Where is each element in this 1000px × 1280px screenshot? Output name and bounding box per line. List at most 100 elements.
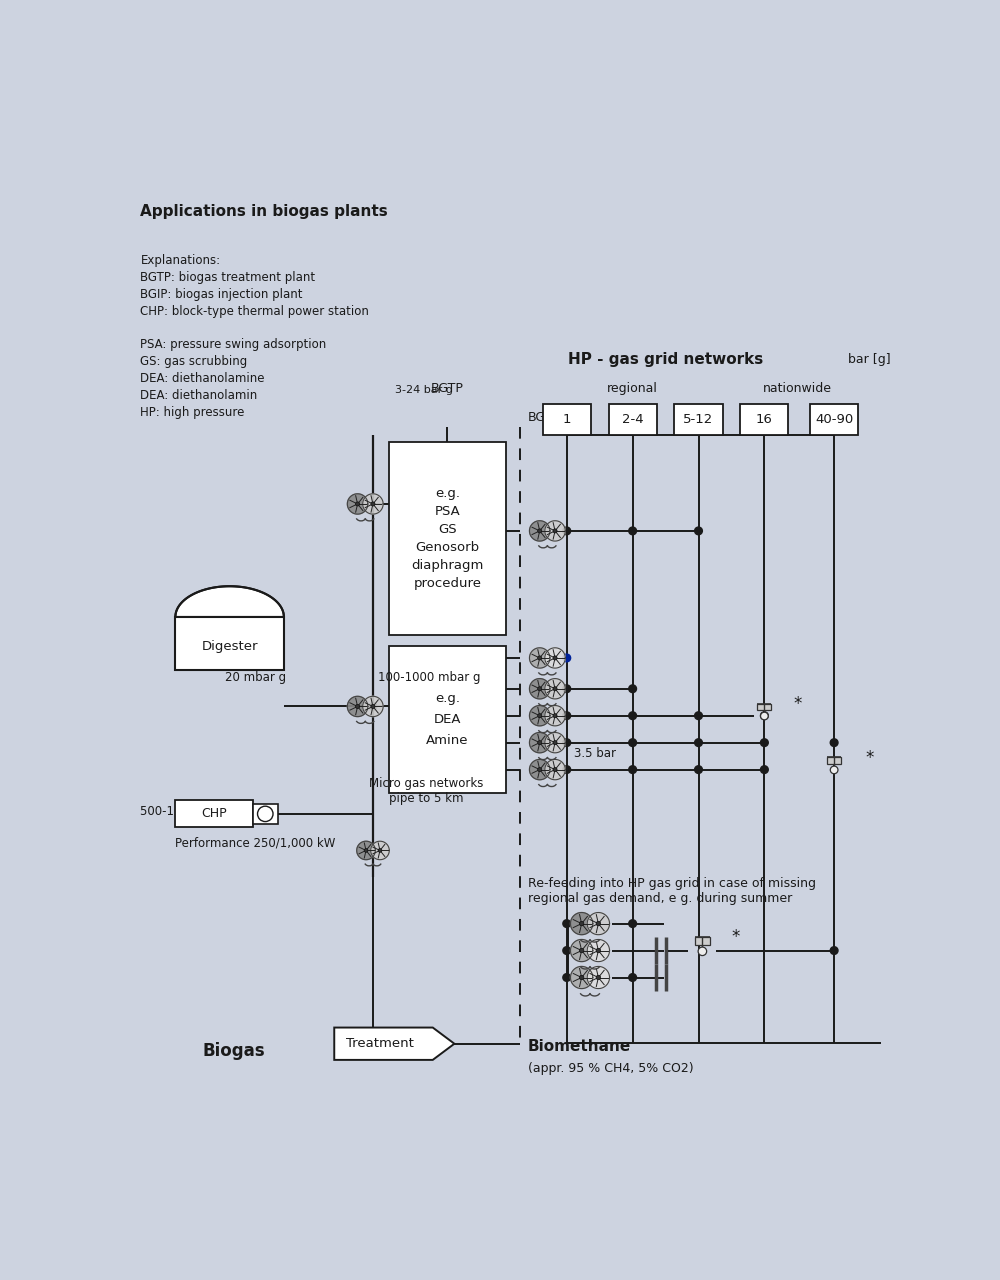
Text: BGTP: BGTP — [431, 381, 464, 394]
Polygon shape — [587, 966, 610, 988]
Polygon shape — [363, 696, 383, 717]
Polygon shape — [347, 696, 368, 717]
Text: Digester: Digester — [201, 640, 258, 653]
Polygon shape — [570, 940, 593, 961]
Text: CHP: block-type thermal power station: CHP: block-type thermal power station — [140, 305, 369, 317]
Polygon shape — [529, 705, 550, 726]
Text: Performance 250/1,000 kW: Performance 250/1,000 kW — [175, 837, 336, 850]
Circle shape — [695, 739, 702, 746]
Circle shape — [629, 685, 637, 692]
Text: DEA: diethanolamin: DEA: diethanolamin — [140, 389, 258, 402]
Text: PSA: pressure swing adsorption: PSA: pressure swing adsorption — [140, 338, 327, 352]
Text: 100-1000 mbar g: 100-1000 mbar g — [378, 671, 480, 684]
Circle shape — [553, 714, 557, 718]
Circle shape — [563, 974, 571, 982]
Circle shape — [579, 922, 584, 925]
Polygon shape — [545, 732, 565, 753]
Text: BGTP: biogas treatment plant: BGTP: biogas treatment plant — [140, 270, 316, 284]
Circle shape — [378, 849, 382, 852]
Text: 20 mbar g: 20 mbar g — [225, 671, 286, 684]
Circle shape — [596, 975, 601, 979]
Circle shape — [629, 712, 637, 719]
Text: BGIP: BGIP — [528, 411, 557, 424]
Circle shape — [369, 703, 377, 710]
Circle shape — [563, 920, 571, 928]
Circle shape — [761, 739, 768, 746]
Bar — [543, 404, 591, 435]
Polygon shape — [570, 966, 593, 988]
Circle shape — [629, 739, 637, 746]
Circle shape — [538, 529, 542, 532]
Circle shape — [563, 654, 571, 662]
Text: 500-1000 mbar g —: 500-1000 mbar g — — [140, 805, 258, 818]
Circle shape — [830, 739, 838, 746]
Bar — [253, 804, 278, 823]
Bar — [175, 800, 253, 827]
Text: regional: regional — [607, 381, 658, 396]
Bar — [609, 404, 657, 435]
Text: e.g.
DEA
Amine: e.g. DEA Amine — [426, 692, 469, 748]
Polygon shape — [545, 678, 565, 699]
Text: *: * — [732, 928, 740, 946]
Bar — [827, 758, 841, 764]
Text: Re-feeding into HP gas grid in case of missing
regional gas demand, e g. during : Re-feeding into HP gas grid in case of m… — [528, 877, 816, 905]
Circle shape — [695, 765, 702, 773]
Polygon shape — [175, 586, 284, 617]
Text: BGIP: biogas injection plant: BGIP: biogas injection plant — [140, 288, 303, 301]
Circle shape — [538, 686, 542, 691]
Circle shape — [629, 527, 637, 535]
Text: nationwide: nationwide — [763, 381, 832, 396]
Circle shape — [538, 768, 542, 772]
Text: DEA: diethanolamine: DEA: diethanolamine — [140, 372, 265, 385]
Circle shape — [695, 527, 702, 535]
Bar — [810, 404, 858, 435]
Circle shape — [695, 712, 702, 719]
Polygon shape — [529, 732, 550, 753]
Circle shape — [538, 714, 542, 718]
Circle shape — [596, 922, 601, 925]
Circle shape — [538, 655, 542, 660]
Text: e.g.
PSA
GS
Genosorb
diaphragm
procedure: e.g. PSA GS Genosorb diaphragm procedure — [411, 488, 484, 590]
Text: 1: 1 — [562, 412, 571, 426]
Polygon shape — [587, 940, 610, 961]
Circle shape — [579, 948, 584, 952]
Text: HP: high pressure: HP: high pressure — [140, 406, 245, 419]
Text: G: G — [262, 809, 269, 819]
Text: Explanations:: Explanations: — [140, 253, 221, 266]
Bar — [674, 404, 723, 435]
Text: 16: 16 — [756, 412, 773, 426]
Polygon shape — [545, 521, 565, 541]
Text: Applications in biogas plants: Applications in biogas plants — [140, 204, 388, 219]
Text: *: * — [865, 749, 874, 767]
Circle shape — [258, 806, 273, 822]
Circle shape — [761, 765, 768, 773]
Text: 40-90: 40-90 — [815, 412, 853, 426]
Text: Biogas: Biogas — [202, 1042, 265, 1060]
Bar — [388, 646, 506, 792]
Circle shape — [563, 947, 571, 955]
Polygon shape — [545, 759, 565, 780]
Polygon shape — [545, 648, 565, 668]
Circle shape — [629, 920, 637, 928]
Circle shape — [364, 849, 368, 852]
Text: GS: gas scrubbing: GS: gas scrubbing — [140, 356, 248, 369]
Circle shape — [553, 741, 557, 745]
Polygon shape — [357, 841, 375, 860]
Polygon shape — [347, 494, 368, 515]
Circle shape — [830, 767, 838, 773]
Circle shape — [553, 529, 557, 532]
Circle shape — [371, 502, 375, 506]
Polygon shape — [371, 841, 389, 860]
Polygon shape — [529, 678, 550, 699]
Polygon shape — [363, 494, 383, 515]
Text: 3-24 bar g: 3-24 bar g — [395, 384, 453, 394]
Bar — [757, 704, 771, 710]
Polygon shape — [587, 913, 610, 934]
Circle shape — [356, 502, 360, 506]
Polygon shape — [334, 1028, 454, 1060]
Polygon shape — [545, 705, 565, 726]
Text: Biomethane: Biomethane — [528, 1039, 631, 1055]
Circle shape — [563, 765, 571, 773]
Circle shape — [629, 974, 637, 982]
Circle shape — [553, 655, 557, 660]
